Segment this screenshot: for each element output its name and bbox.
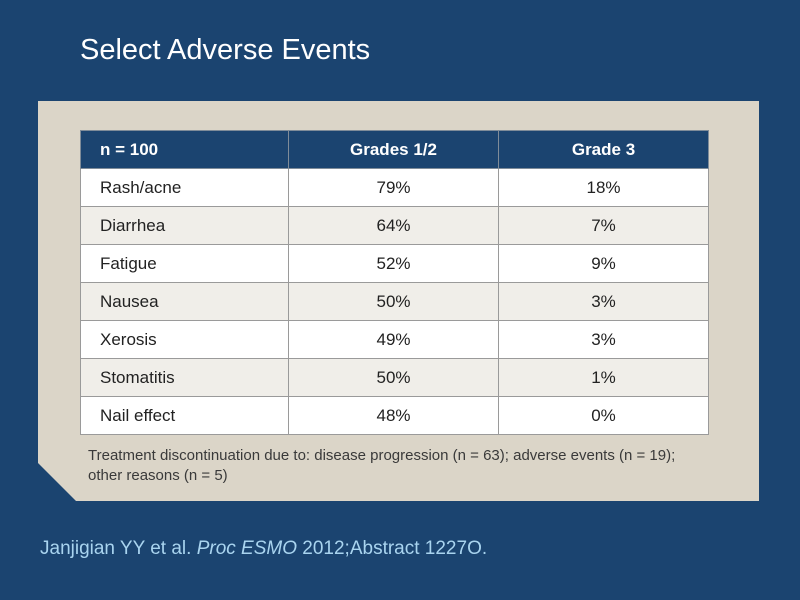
table-row: Stomatitis 50% 1% — [80, 358, 709, 397]
discontinuation-footnote: Treatment discontinuation due to: diseas… — [88, 447, 676, 484]
grade-3-cell: 3% — [498, 282, 709, 321]
table-row: Rash/acne 79% 18% — [80, 168, 709, 207]
grades-1-2-cell: 50% — [288, 358, 499, 397]
event-name-cell: Nail effect — [80, 396, 289, 435]
event-name-cell: Nausea — [80, 282, 289, 321]
event-name-cell: Fatigue — [80, 244, 289, 283]
citation-authors: Janjigian YY et al. — [40, 538, 197, 559]
table-row: Diarrhea 64% 7% — [80, 206, 709, 245]
grade-3-cell: 7% — [498, 206, 709, 245]
table-row: Xerosis 49% 3% — [80, 320, 709, 359]
citation-details: 2012;Abstract 1227O. — [297, 538, 488, 559]
header-cell-population: n = 100 — [80, 130, 289, 169]
grades-1-2-cell: 79% — [288, 168, 499, 207]
citation-journal: Proc ESMO — [196, 538, 297, 559]
event-name-cell: Rash/acne — [80, 168, 289, 207]
grade-3-cell: 0% — [498, 396, 709, 435]
event-name-cell: Xerosis — [80, 320, 289, 359]
grades-1-2-cell: 64% — [288, 206, 499, 245]
table-row: Nausea 50% 3% — [80, 282, 709, 321]
adverse-events-table: n = 100 Grades 1/2 Grade 3 Rash/acne 79%… — [80, 130, 709, 435]
grades-1-2-cell: 49% — [288, 320, 499, 359]
table-header-row: n = 100 Grades 1/2 Grade 3 — [80, 130, 709, 169]
slide-title: Select Adverse Events — [80, 34, 371, 66]
citation: Janjigian YY et al. Proc ESMO 2012;Abstr… — [40, 538, 487, 560]
header-cell-grades-1-2: Grades 1/2 — [288, 130, 499, 169]
grade-3-cell: 1% — [498, 358, 709, 397]
grades-1-2-cell: 50% — [288, 282, 499, 321]
header-cell-grade-3: Grade 3 — [498, 130, 709, 169]
grade-3-cell: 3% — [498, 320, 709, 359]
event-name-cell: Diarrhea — [80, 206, 289, 245]
grades-1-2-cell: 48% — [288, 396, 499, 435]
event-name-cell: Stomatitis — [80, 358, 289, 397]
grades-1-2-cell: 52% — [288, 244, 499, 283]
table-row: Nail effect 48% 0% — [80, 396, 709, 435]
table-row: Fatigue 52% 9% — [80, 244, 709, 283]
grade-3-cell: 18% — [498, 168, 709, 207]
grade-3-cell: 9% — [498, 244, 709, 283]
